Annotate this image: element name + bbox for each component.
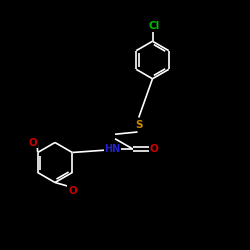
Text: O: O (28, 138, 37, 147)
Text: HN: HN (104, 144, 120, 154)
Text: O: O (68, 186, 77, 196)
Text: Cl: Cl (149, 21, 160, 31)
Text: S: S (135, 120, 142, 130)
Text: O: O (150, 144, 158, 154)
